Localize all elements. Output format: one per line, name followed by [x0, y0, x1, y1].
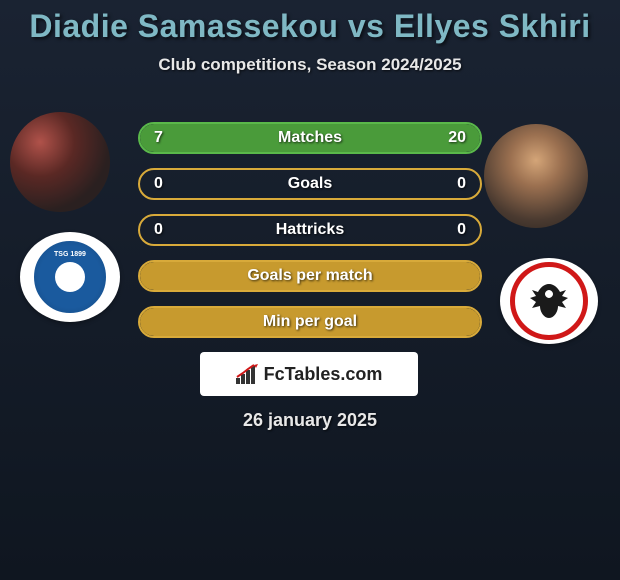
stat-label: Goals per match: [247, 267, 372, 285]
comparison-card: Diadie Samassekou vs Ellyes Skhiri Club …: [0, 0, 620, 580]
watermark: FcTables.com: [200, 352, 418, 396]
subtitle: Club competitions, Season 2024/2025: [0, 55, 620, 75]
stat-value-left: 0: [154, 221, 163, 239]
player1-avatar-image: [10, 112, 110, 212]
stat-value-right: 20: [448, 129, 466, 147]
frankfurt-badge: [510, 262, 588, 340]
page-title: Diadie Samassekou vs Ellyes Skhiri: [0, 8, 620, 45]
eagle-icon: [524, 276, 574, 326]
club2-logo: [500, 258, 598, 344]
stat-row: Min per goal: [138, 306, 482, 338]
stat-label: Matches: [278, 129, 342, 147]
stat-value-left: 7: [154, 129, 163, 147]
stat-row: 0 0 Goals: [138, 168, 482, 200]
stat-label: Hattricks: [276, 221, 344, 239]
club1-logo: [20, 232, 120, 322]
stat-row: Goals per match: [138, 260, 482, 292]
player1-avatar: [10, 112, 110, 212]
date-text: 26 january 2025: [0, 410, 620, 431]
stat-row: 0 0 Hattricks: [138, 214, 482, 246]
stat-row: 7 20 Matches: [138, 122, 482, 154]
stat-value-right: 0: [457, 221, 466, 239]
stats-block: 7 20 Matches 0 0 Goals 0 0 Hattricks Goals per ma…: [138, 122, 482, 352]
stat-fill-right: [228, 124, 480, 152]
fctables-icon: [236, 364, 260, 384]
stat-label: Min per goal: [263, 313, 357, 331]
stat-value-left: 0: [154, 175, 163, 193]
stat-value-right: 0: [457, 175, 466, 193]
club1-ball-icon: [55, 262, 85, 292]
stat-label: Goals: [288, 175, 332, 193]
player2-avatar-image: [484, 124, 588, 228]
hoffenheim-badge: [30, 237, 110, 317]
player2-avatar: [484, 124, 588, 228]
watermark-text: FcTables.com: [264, 364, 383, 385]
